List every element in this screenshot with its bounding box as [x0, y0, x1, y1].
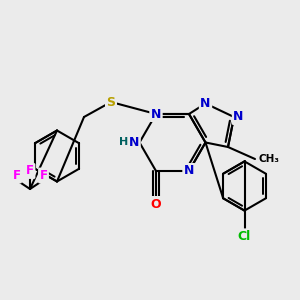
Text: N: N	[200, 97, 211, 110]
Text: F: F	[26, 164, 34, 178]
Text: F: F	[13, 169, 20, 182]
Text: N: N	[129, 136, 139, 149]
Text: N: N	[184, 164, 194, 178]
Text: CH₃: CH₃	[259, 154, 280, 164]
Text: F: F	[40, 169, 47, 182]
Text: Cl: Cl	[238, 230, 251, 243]
Text: S: S	[106, 95, 116, 109]
Text: H: H	[119, 137, 128, 147]
Text: N: N	[151, 107, 161, 121]
Text: O: O	[151, 197, 161, 211]
Text: N: N	[233, 110, 244, 124]
